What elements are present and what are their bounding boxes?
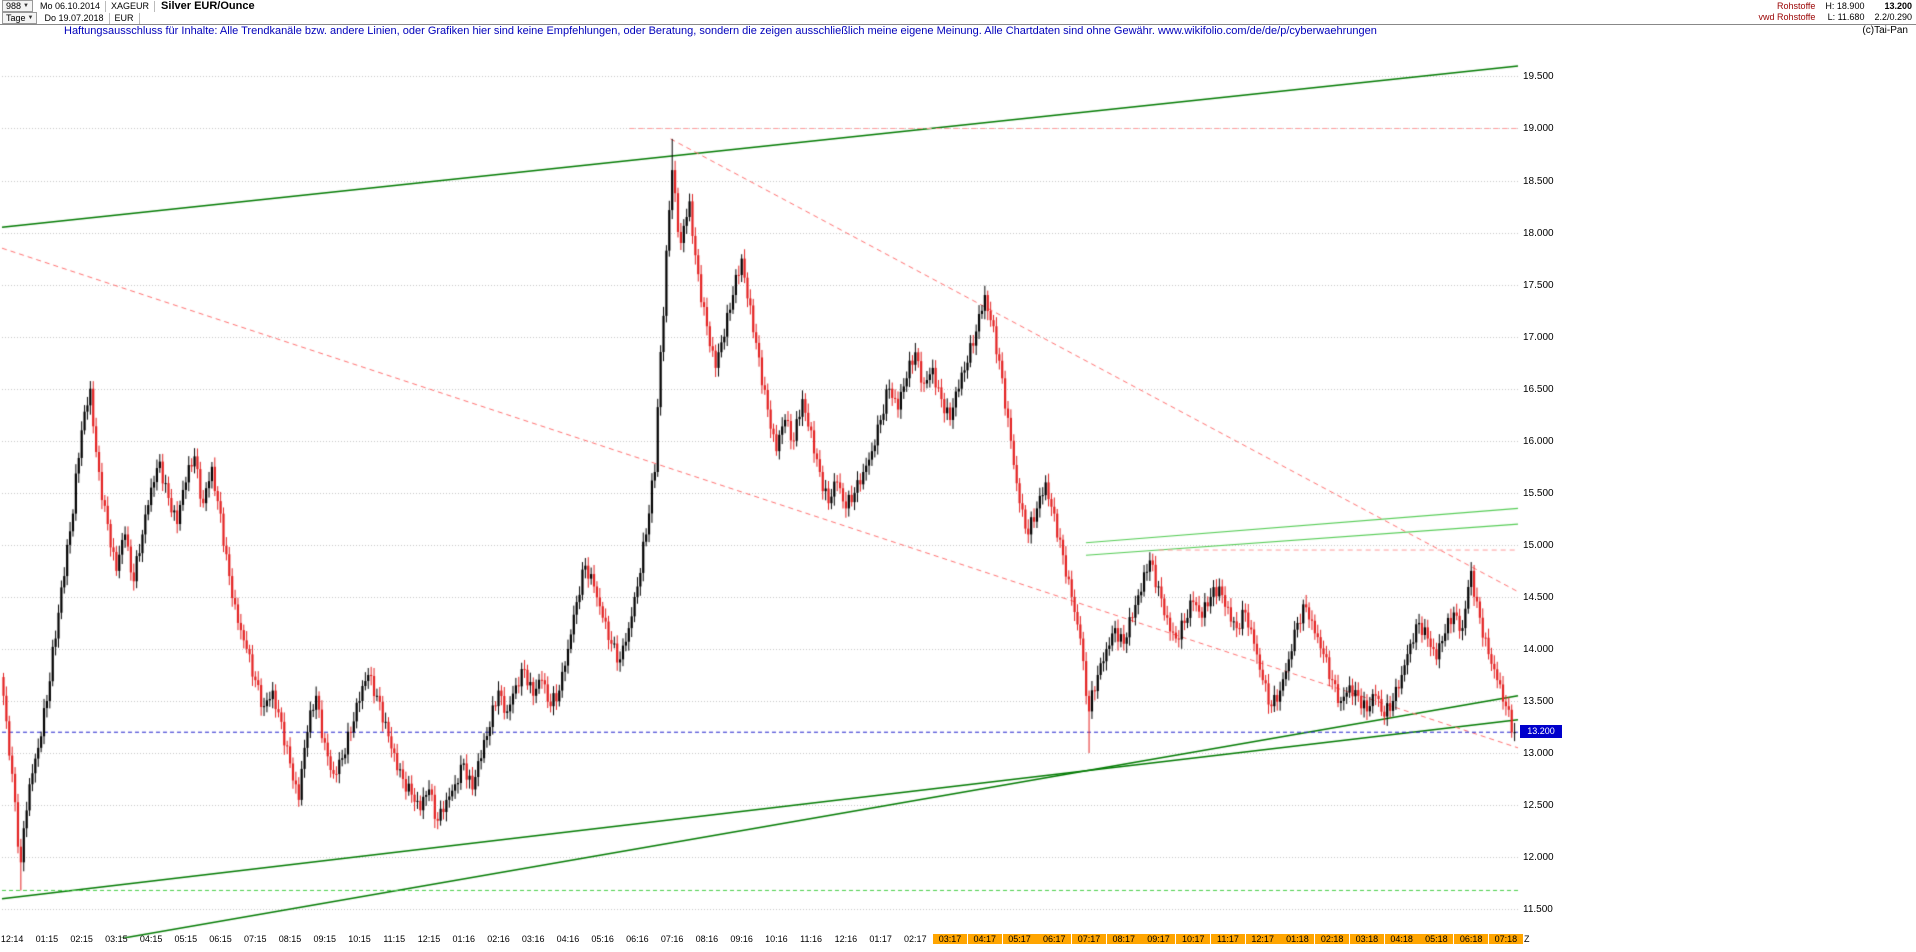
y-axis-label: 13.500 — [1523, 695, 1554, 707]
x-axis-label: 07:18 — [1488, 934, 1523, 944]
x-axis-label: 01:15 — [35, 934, 59, 944]
x-axis-label: 09:17 — [1141, 934, 1176, 944]
x-axis-label: 06:18 — [1454, 934, 1489, 944]
change-value: 2.2/0.290 — [1874, 12, 1912, 22]
header-row-1: 988 ▼ Mo 06.10.2014 XAGEUR Silver EUR/Ou… — [0, 0, 261, 12]
header-quote-panel: Rohstoffe vwd Rohstoffe H: 18.900 L: 11.… — [1759, 0, 1912, 24]
bars-count-value: 988 — [6, 1, 22, 11]
y-axis-label: 12.500 — [1523, 800, 1554, 812]
category-column: Rohstoffe vwd Rohstoffe — [1759, 0, 1816, 24]
x-axis-label: 03:15 — [105, 934, 128, 944]
y-axis-label: 13.000 — [1523, 748, 1554, 760]
x-axis-label: 04:18 — [1384, 934, 1419, 944]
disclaimer-text: Haftungsausschluss für Inhalte: Alle Tre… — [64, 25, 1377, 37]
x-axis-label: 09:16 — [730, 934, 753, 944]
chart-header: 988 ▼ Mo 06.10.2014 XAGEUR Silver EUR/Ou… — [0, 0, 1916, 25]
start-date-field[interactable]: Mo 06.10.2014 — [35, 0, 107, 12]
high-low-column: H: 18.900 L: 11.680 — [1825, 0, 1864, 24]
last-price-value: 13.200 — [1884, 1, 1912, 11]
x-axis-label: 05:16 — [591, 934, 614, 944]
x-axis-label: 05:15 — [174, 934, 198, 944]
x-axis-label: 04:17 — [967, 934, 1002, 944]
source-label: vwd Rohstoffe — [1758, 12, 1816, 22]
y-axis-label: 16.000 — [1523, 435, 1554, 447]
header-row-2: Tage ▼ Do 19.07.2018 EUR — [0, 12, 140, 24]
y-axis-label: 14.000 — [1523, 643, 1554, 655]
chevron-down-icon: ▼ — [23, 3, 29, 9]
x-axis-label: 07:15 — [244, 934, 267, 944]
y-axis-label: 19.500 — [1523, 71, 1554, 83]
period-value: Tage — [6, 13, 26, 23]
x-axis-label: 04:15 — [139, 934, 163, 944]
x-axis-label: 03:17 — [933, 934, 968, 944]
x-axis-label: 12:14 — [0, 934, 24, 944]
x-axis-label: 02:17 — [904, 934, 927, 944]
x-axis-suffix-label: Z — [1524, 934, 1530, 944]
x-axis-label: 11:17 — [1210, 934, 1245, 944]
x-axis-label: 04:16 — [556, 934, 580, 944]
x-axis-label: 10:16 — [765, 934, 788, 944]
x-axis-label: 08:17 — [1106, 934, 1141, 944]
x-axis-label: 03:18 — [1349, 934, 1384, 944]
x-axis-label: 12:16 — [834, 934, 858, 944]
y-axis-label: 11.500 — [1523, 904, 1553, 916]
x-axis-label: 06:16 — [626, 934, 649, 944]
y-axis-label: 14.500 — [1523, 591, 1554, 603]
x-axis-label: 01:18 — [1280, 934, 1315, 944]
x-axis-label: 08:16 — [695, 934, 719, 944]
symbol-label: XAGEUR — [106, 0, 156, 12]
y-axis-label: 19.000 — [1523, 123, 1554, 135]
chart-title: Silver EUR/Ounce — [161, 0, 255, 12]
x-axis-label: 11:16 — [800, 934, 823, 944]
x-axis-label: 02:16 — [487, 934, 510, 944]
x-axis-label: 06:15 — [209, 934, 232, 944]
x-axis-label: 02:15 — [70, 934, 93, 944]
x-axis-label: 05:18 — [1419, 934, 1454, 944]
x-axis-label: 07:17 — [1072, 934, 1106, 944]
x-axis-label: 02:18 — [1315, 934, 1350, 944]
current-price-tag: 13.200 — [1520, 725, 1562, 739]
y-axis-label: 17.000 — [1523, 331, 1554, 343]
high-value-label: H: 18.900 — [1825, 1, 1865, 11]
x-axis-label: 12:17 — [1245, 934, 1280, 944]
y-axis-label: 18.500 — [1523, 175, 1554, 187]
y-axis-label: 15.000 — [1523, 539, 1554, 551]
y-axis-label: 18.000 — [1523, 227, 1554, 239]
x-axis-label: 06:17 — [1037, 934, 1072, 944]
y-axis-label: 12.000 — [1523, 852, 1554, 864]
low-value-label: L: 11.680 — [1827, 12, 1865, 22]
x-axis-label: 08:15 — [278, 934, 302, 944]
bars-count-dropdown[interactable]: 988 ▼ — [2, 0, 33, 12]
x-axis-label: 01:17 — [869, 934, 892, 944]
chevron-down-icon: ▼ — [27, 15, 34, 21]
x-axis-label: 01:16 — [452, 934, 475, 944]
category-label: Rohstoffe — [1777, 1, 1816, 11]
copyright-label: (c)Tai-Pan — [1862, 25, 1908, 36]
x-axis-label: 09:15 — [313, 934, 337, 944]
y-axis-label: 15.500 — [1523, 487, 1554, 499]
currency-label: EUR — [110, 12, 140, 24]
x-axis-label: 05:17 — [1002, 934, 1037, 944]
period-dropdown[interactable]: Tage ▼ — [2, 12, 38, 24]
y-axis-label: 17.500 — [1523, 279, 1554, 291]
price-column: 13.200 2.2/0.290 — [1874, 0, 1912, 24]
x-axis-label: 12:15 — [417, 934, 441, 944]
x-axis-label: 10:15 — [348, 934, 371, 944]
end-date-field[interactable]: Do 19.07.2018 — [39, 12, 110, 24]
x-axis-label: 07:16 — [660, 934, 684, 944]
x-axis-label: 03:16 — [521, 934, 545, 944]
y-axis-label: 16.500 — [1523, 383, 1554, 395]
x-axis-label: 10:17 — [1176, 934, 1211, 944]
x-axis-label: 11:15 — [383, 934, 406, 944]
